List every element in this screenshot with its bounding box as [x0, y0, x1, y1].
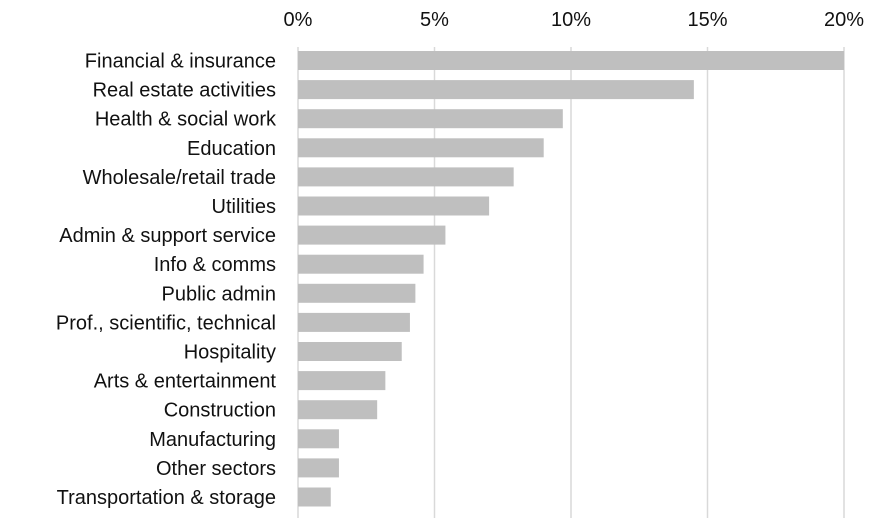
bar — [298, 400, 378, 420]
bar — [298, 167, 514, 187]
category-label: Hospitality — [184, 342, 276, 364]
category-label: Transportation & storage — [57, 487, 276, 509]
category-label: Education — [187, 138, 276, 160]
bar — [298, 487, 331, 507]
category-label: Wholesale/retail trade — [83, 167, 276, 189]
category-label: Real estate activities — [93, 80, 276, 102]
category-label: Other sectors — [156, 458, 276, 480]
bar — [298, 80, 694, 100]
bar — [298, 225, 446, 245]
category-label: Info & comms — [154, 254, 276, 276]
bar — [298, 312, 410, 332]
bar — [298, 342, 402, 361]
category-label: Arts & entertainment — [94, 371, 277, 393]
bar — [298, 138, 544, 158]
category-label: Prof., scientific, technical — [56, 312, 276, 334]
x-tick-label: 20% — [824, 9, 864, 31]
category-label: Health & social work — [95, 109, 277, 131]
bar — [298, 109, 563, 129]
x-tick-label: 5% — [420, 9, 449, 31]
category-label: Utilities — [212, 196, 276, 218]
category-labels: Financial & insurance Real estate activit… — [56, 51, 277, 510]
x-axis-ticks: 0% 5% 10% 15% 20% — [284, 9, 865, 31]
bars — [298, 51, 844, 507]
bar — [298, 458, 339, 478]
bar — [298, 371, 386, 391]
bar — [298, 51, 844, 70]
category-label: Construction — [164, 400, 276, 422]
bar — [298, 283, 416, 303]
category-label: Manufacturing — [149, 429, 276, 451]
category-label: Financial & insurance — [85, 51, 276, 73]
category-label: Public admin — [161, 283, 276, 305]
x-tick-label: 0% — [284, 9, 313, 31]
bar — [298, 254, 424, 274]
category-label: Admin & support service — [59, 225, 276, 247]
x-tick-label: 10% — [551, 9, 591, 31]
bar — [298, 429, 339, 449]
bar — [298, 196, 490, 216]
x-tick-label: 15% — [687, 9, 727, 31]
